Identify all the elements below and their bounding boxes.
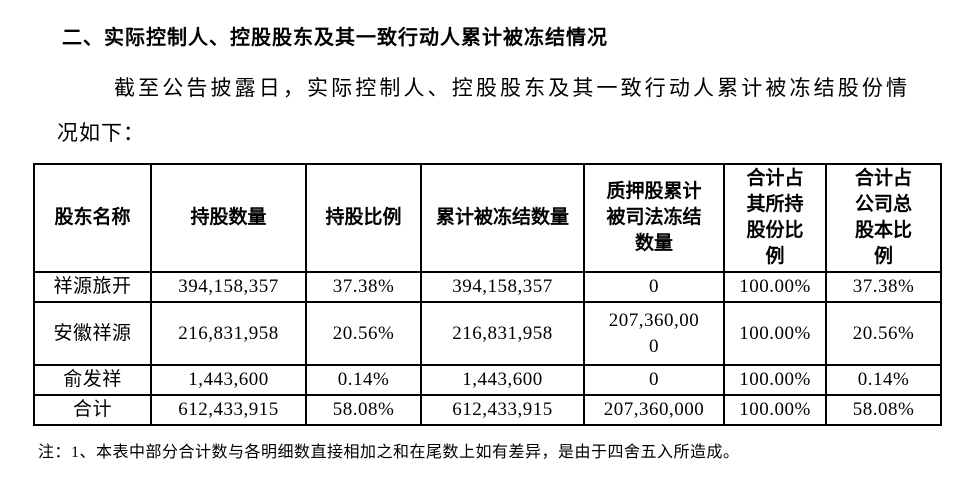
table-cell: 100.00% <box>723 364 827 396</box>
table-cell: 20.56% <box>825 301 942 366</box>
table-cell: 20.56% <box>305 301 422 366</box>
intro-paragraph: 截至公告披露日，实际控制人、控股股东及其一致行动人累计被冻结股份情 况如下： <box>57 66 908 156</box>
table-cell: 37.38% <box>305 271 422 303</box>
table-cell: 0 <box>583 271 725 303</box>
table-header-row: 股东名称 持股数量 持股比例 累计被冻结数量 质押股累计 被司法冻结 数量 合计… <box>33 163 942 273</box>
header-pct-of-total-capital: 合计占 公司总 股本比 例 <box>825 163 942 273</box>
header-cumulative-frozen: 累计被冻结数量 <box>420 163 585 273</box>
table-cell: 207,360,00 0 <box>583 301 725 366</box>
header-holding-ratio: 持股比例 <box>305 163 422 273</box>
intro-line-2: 况如下： <box>57 121 145 145</box>
table-cell: 207,360,000 <box>583 394 725 426</box>
table-cell: 58.08% <box>825 394 942 426</box>
header-pct-of-own-shares: 合计占 其所持 股份比 例 <box>723 163 827 273</box>
table-cell: 216,831,958 <box>420 301 585 366</box>
table-cell: 394,158,357 <box>420 271 585 303</box>
table-cell: 612,433,915 <box>150 394 307 426</box>
table-cell: 0.14% <box>305 364 422 396</box>
table-cell: 安徽祥源 <box>33 301 152 366</box>
table-row-anhui-xiangyuan: 安徽祥源 216,831,958 20.56% 216,831,958 207,… <box>33 301 942 366</box>
table-cell: 1,443,600 <box>420 364 585 396</box>
section-heading: 二、实际控制人、控股股东及其一致行动人累计被冻结情况 <box>62 27 608 49</box>
table-row-xiangyuan-lvkai: 祥源旅开 394,158,357 37.38% 394,158,357 0 10… <box>33 271 942 303</box>
header-shares-held: 持股数量 <box>150 163 307 273</box>
table-row-total: 合计 612,433,915 58.08% 612,433,915 207,36… <box>33 394 942 426</box>
table-cell: 0.14% <box>825 364 942 396</box>
table-row-yu-faxiang: 俞发祥 1,443,600 0.14% 1,443,600 0 100.00% … <box>33 364 942 396</box>
table-cell: 216,831,958 <box>150 301 307 366</box>
table-cell: 612,433,915 <box>420 394 585 426</box>
table-cell: 58.08% <box>305 394 422 426</box>
table-cell: 合计 <box>33 394 152 426</box>
intro-line-1: 截至公告披露日，实际控制人、控股股东及其一致行动人累计被冻结股份情 <box>114 76 908 100</box>
header-shareholder-name: 股东名称 <box>33 163 152 273</box>
table-cell: 37.38% <box>825 271 942 303</box>
table-cell: 祥源旅开 <box>33 271 152 303</box>
table-cell: 100.00% <box>723 271 827 303</box>
table-cell: 100.00% <box>723 301 827 366</box>
header-pledged-judicially-frozen: 质押股累计 被司法冻结 数量 <box>583 163 725 273</box>
table-cell: 1,443,600 <box>150 364 307 396</box>
share-freeze-table: 股东名称 持股数量 持股比例 累计被冻结数量 质押股累计 被司法冻结 数量 合计… <box>33 163 942 426</box>
table-cell: 394,158,357 <box>150 271 307 303</box>
table-cell: 俞发祥 <box>33 364 152 396</box>
table-cell: 0 <box>583 364 725 396</box>
table-cell: 100.00% <box>723 394 827 426</box>
footnote-text: 注：1、本表中部分合计数与各明细数直接相加之和在尾数上如有差异，是由于四舍五入所… <box>38 444 740 461</box>
